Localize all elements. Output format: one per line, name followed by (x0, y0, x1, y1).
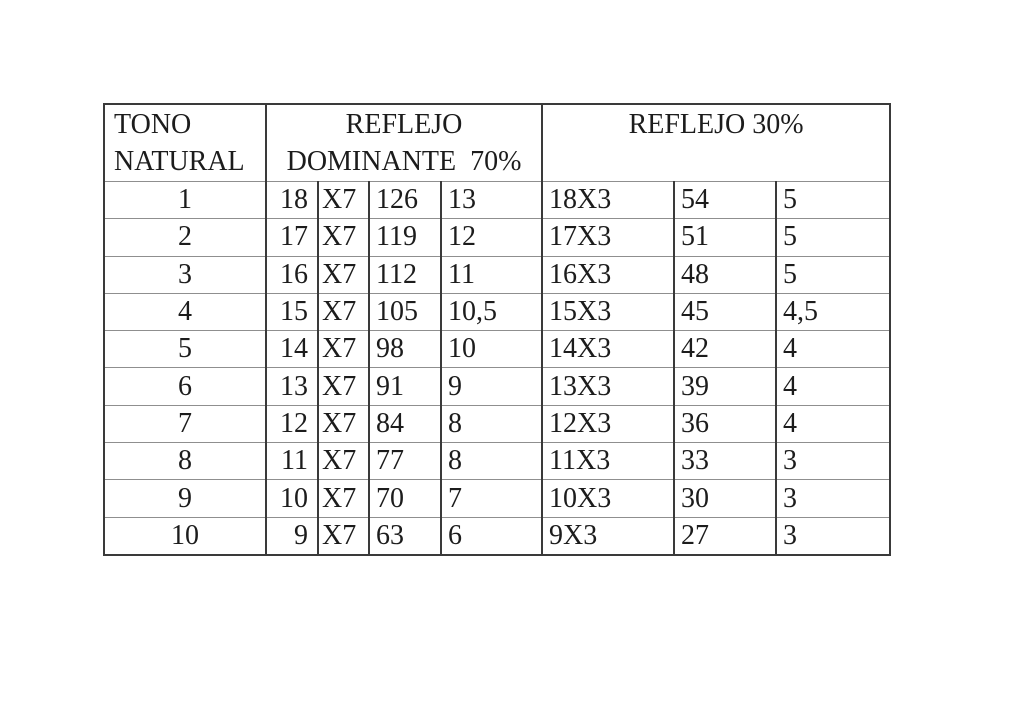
dominante-mult-cell: X7 (317, 330, 370, 369)
table-row: 3 16 X7 112 11 16X3 48 5 (103, 255, 892, 294)
dominante-base-cell: 13 (265, 367, 319, 406)
dominante-base-cell: 17 (265, 218, 319, 257)
reflejo30-result-cell: 5 (775, 255, 892, 294)
header-reflejo-dominante-70: REFLEJO DOMINANTE 70% (264, 103, 544, 182)
dominante-result-cell: 7 (439, 479, 544, 518)
reflejo30-result-cell: 4 (775, 404, 892, 444)
table-row: 9 10 X7 70 7 10X3 30 3 (103, 479, 892, 518)
dominante-base-cell: 18 (265, 180, 319, 220)
dominante-result-cell: 8 (439, 404, 544, 444)
header-row: TONO NATURAL REFLEJO DOMINANTE 70% REFLE… (103, 103, 892, 182)
dominante-base-cell: 14 (265, 330, 319, 369)
reflejo30-result-cell: 4 (775, 330, 892, 369)
dominante-result-cell: 6 (439, 516, 544, 556)
dominante-result-cell: 8 (439, 442, 544, 481)
reflejo30-result-cell: 3 (775, 479, 892, 518)
reflejo30-formula-cell: 15X3 (541, 292, 676, 332)
dominante-product-cell: 70 (368, 479, 442, 518)
dominante-base-cell: 10 (265, 479, 319, 518)
reflejo30-formula-cell: 14X3 (541, 330, 676, 369)
tono-cell: 2 (103, 218, 267, 257)
reflejo30-formula-cell: 10X3 (541, 479, 676, 518)
dominante-mult-cell: X7 (317, 255, 370, 294)
dominante-product-cell: 112 (368, 255, 442, 294)
dominante-product-cell: 98 (368, 330, 442, 369)
header-reflejo-dominante-line1: REFLEJO (345, 109, 463, 140)
reflejo30-result-cell: 5 (775, 180, 892, 220)
tono-cell: 4 (103, 292, 267, 332)
dominante-mult-cell: X7 (317, 292, 370, 332)
dominante-product-cell: 77 (368, 442, 442, 481)
dominante-mult-cell: X7 (317, 367, 370, 406)
dominante-result-cell: 10,5 (439, 292, 544, 332)
dominante-product-cell: 63 (368, 516, 442, 556)
dominante-product-cell: 119 (368, 218, 442, 257)
table-row: 1 18 X7 126 13 18X3 54 5 (103, 180, 892, 220)
reflejo30-product-cell: 30 (673, 479, 778, 518)
reflejo30-result-cell: 5 (775, 218, 892, 257)
tono-cell: 7 (103, 404, 267, 444)
tono-cell: 6 (103, 367, 267, 406)
table-row: 4 15 X7 105 10,5 15X3 45 4,5 (103, 292, 892, 332)
dominante-result-cell: 12 (439, 218, 544, 257)
tono-cell: 8 (103, 442, 267, 481)
dominante-mult-cell: X7 (317, 479, 370, 518)
dominante-product-cell: 105 (368, 292, 442, 332)
dominante-base-cell: 16 (265, 255, 319, 294)
reflejo30-formula-cell: 17X3 (541, 218, 676, 257)
header-reflejo-30: REFLEJO 30% (541, 103, 892, 182)
reflejo30-formula-cell: 13X3 (541, 367, 676, 406)
hair-tone-table: TONO NATURAL REFLEJO DOMINANTE 70% REFLE… (103, 103, 892, 556)
dominante-product-cell: 91 (368, 367, 442, 406)
dominante-product-cell: 126 (368, 180, 442, 220)
dominante-base-cell: 9 (265, 516, 319, 556)
reflejo30-formula-cell: 11X3 (541, 442, 676, 481)
tono-cell: 3 (103, 255, 267, 294)
reflejo30-product-cell: 51 (673, 218, 778, 257)
reflejo30-result-cell: 4,5 (775, 292, 892, 332)
reflejo30-formula-cell: 16X3 (541, 255, 676, 294)
dominante-result-cell: 9 (439, 367, 544, 406)
tono-cell: 1 (103, 180, 267, 220)
dominante-mult-cell: X7 (317, 442, 370, 481)
table-row: 7 12 X7 84 8 12X3 36 4 (103, 404, 892, 444)
table-row: 6 13 X7 91 9 13X3 39 4 (103, 367, 892, 406)
table-row: 8 11 X7 77 8 11X3 33 3 (103, 442, 892, 481)
reflejo30-product-cell: 36 (673, 404, 778, 444)
reflejo30-formula-cell: 18X3 (541, 180, 676, 220)
reflejo30-result-cell: 3 (775, 516, 892, 556)
reflejo30-formula-cell: 9X3 (541, 516, 676, 556)
tono-cell: 5 (103, 330, 267, 369)
reflejo30-product-cell: 42 (673, 330, 778, 369)
dominante-base-cell: 12 (265, 404, 319, 444)
table-row: 2 17 X7 119 12 17X3 51 5 (103, 218, 892, 257)
reflejo30-result-cell: 3 (775, 442, 892, 481)
reflejo30-product-cell: 48 (673, 255, 778, 294)
dominante-mult-cell: X7 (317, 218, 370, 257)
dominante-mult-cell: X7 (317, 180, 370, 220)
reflejo30-product-cell: 54 (673, 180, 778, 220)
dominante-mult-cell: X7 (317, 516, 370, 556)
reflejo30-result-cell: 4 (775, 367, 892, 406)
header-tono-natural: TONO NATURAL (103, 103, 267, 182)
tono-cell: 9 (103, 479, 267, 518)
table-row: 10 9 X7 63 6 9X3 27 3 (103, 516, 892, 556)
header-reflejo-dominante-line2: DOMINANTE 70% (286, 146, 522, 177)
dominante-result-cell: 11 (439, 255, 544, 294)
tono-cell: 10 (103, 516, 267, 556)
table-row: 5 14 X7 98 10 14X3 42 4 (103, 330, 892, 369)
dominante-result-cell: 10 (439, 330, 544, 369)
reflejo30-product-cell: 39 (673, 367, 778, 406)
dominante-product-cell: 84 (368, 404, 442, 444)
reflejo30-product-cell: 33 (673, 442, 778, 481)
dominante-base-cell: 15 (265, 292, 319, 332)
reflejo30-product-cell: 27 (673, 516, 778, 556)
reflejo30-product-cell: 45 (673, 292, 778, 332)
reflejo30-formula-cell: 12X3 (541, 404, 676, 444)
dominante-mult-cell: X7 (317, 404, 370, 444)
dominante-result-cell: 13 (439, 180, 544, 220)
dominante-base-cell: 11 (265, 442, 319, 481)
